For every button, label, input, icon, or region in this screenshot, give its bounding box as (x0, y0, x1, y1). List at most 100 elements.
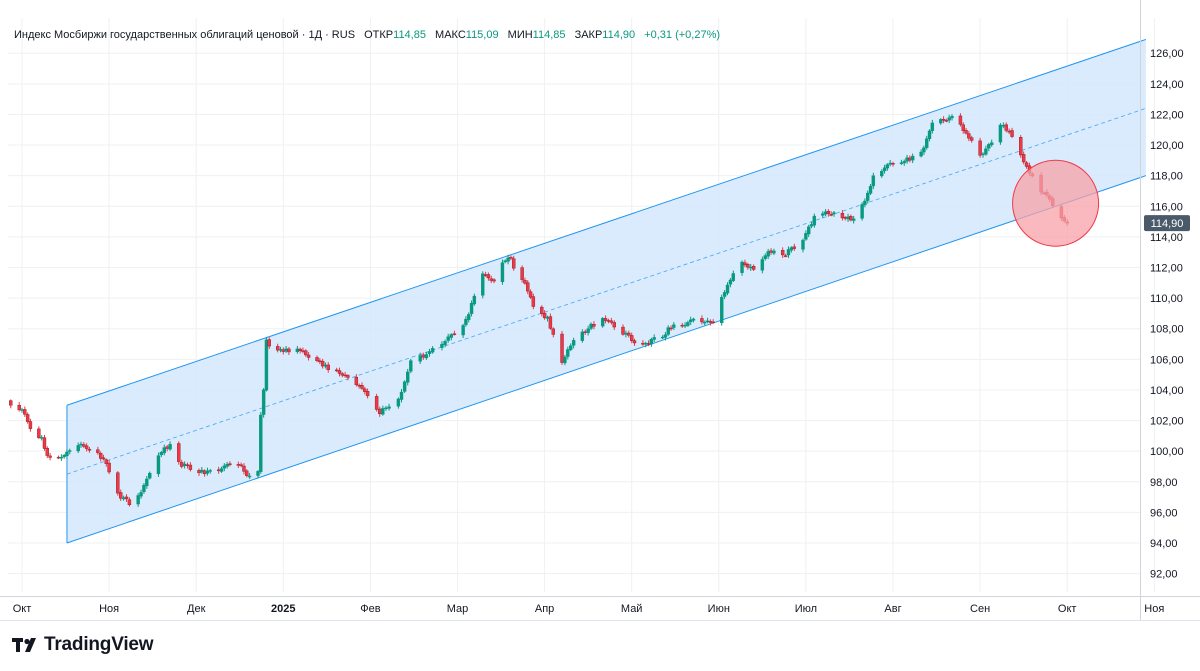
candle-body (483, 274, 488, 276)
candle-body (340, 373, 345, 376)
candle-body (809, 224, 814, 227)
candle-body (492, 279, 496, 282)
candle-body (304, 350, 308, 356)
candle-body (711, 321, 715, 324)
candle-body (545, 316, 550, 319)
candle-body (236, 464, 241, 466)
candle-body (278, 349, 283, 351)
y-tick-label: 102,00 (1150, 416, 1184, 428)
candle-body (630, 335, 634, 341)
tradingview-logo[interactable]: TradingView (12, 634, 154, 656)
candle-body (162, 447, 166, 454)
candle-body (384, 407, 388, 410)
candle-body (700, 318, 704, 323)
candle-body (804, 233, 808, 240)
x-tick-label: 2025 (271, 603, 295, 615)
candle-body (663, 334, 668, 338)
candle-body (766, 251, 770, 257)
candle-body (683, 324, 687, 327)
candle-body (264, 339, 269, 391)
candle-body (569, 345, 573, 351)
candle-body (548, 316, 553, 329)
low-label: МИН (507, 29, 533, 41)
candle-body (969, 137, 974, 141)
candle-body (275, 346, 280, 351)
candle-body (503, 260, 507, 263)
instrument-title: Индекс Мосбиржи государственных облигаци… (14, 29, 356, 41)
candle-body (944, 120, 949, 122)
close-value: 114,90 (602, 29, 636, 41)
candle-body (632, 340, 637, 344)
candle-body (464, 318, 468, 325)
candle-body (660, 336, 665, 339)
candle-body (523, 280, 527, 284)
candle-body (200, 469, 204, 473)
candle-body (589, 323, 593, 329)
candle-body (910, 155, 915, 161)
x-tick-label: Ноя (1144, 603, 1164, 615)
candle-body (792, 246, 796, 249)
candle-body (219, 468, 224, 472)
candle-body (812, 215, 817, 226)
candle-body (363, 388, 367, 392)
candle-body (396, 398, 401, 407)
candle-body (489, 278, 493, 281)
tradingview-logo-icon (12, 638, 36, 652)
candle-body (801, 239, 805, 250)
candle-body (374, 396, 379, 410)
candle-body (56, 456, 61, 459)
candle-body (606, 320, 611, 322)
candle-body (583, 331, 587, 333)
x-tick-label: Авг (884, 603, 901, 615)
candle-body (987, 144, 991, 149)
open-value: 114,85 (393, 29, 426, 41)
candle-body (829, 214, 833, 216)
candle-body (680, 324, 684, 327)
y-tick-label: 100,00 (1150, 446, 1184, 458)
candle-body (39, 437, 44, 439)
candle-body (449, 334, 453, 338)
candle-body (624, 332, 628, 335)
candle-body (284, 348, 288, 352)
candle-body (500, 262, 505, 283)
candle-body (705, 320, 710, 322)
candle-body (880, 170, 884, 177)
candle-body (769, 250, 773, 253)
candle-body (443, 341, 447, 346)
y-tick-label: 126,00 (1150, 48, 1184, 60)
candle-body (84, 445, 89, 449)
candle-body (20, 409, 24, 411)
candle-body (139, 492, 143, 497)
candle-body (1019, 137, 1023, 156)
candle-body (1004, 124, 1008, 131)
candle-body (609, 320, 614, 323)
candle-body (256, 471, 260, 476)
candle-body (560, 333, 564, 363)
candle-body (990, 142, 994, 146)
last-price-badge (1144, 215, 1190, 232)
candle-body (98, 453, 103, 459)
candle-body (540, 306, 544, 314)
candle-body (646, 343, 651, 345)
candle-body (87, 448, 92, 451)
candle-body (832, 212, 836, 215)
candle-body (247, 475, 252, 478)
candle-body (720, 296, 724, 324)
candle-body (409, 360, 413, 372)
candle-body (318, 360, 322, 363)
candle-body (357, 384, 361, 387)
candle-body (119, 492, 123, 499)
candle-body (760, 259, 765, 271)
candle-body (65, 451, 69, 456)
candle-body (346, 375, 350, 378)
candle-body (978, 140, 982, 156)
candle-body (430, 348, 435, 353)
candle-body (427, 351, 432, 354)
candle-body (728, 279, 733, 285)
candle-body (964, 130, 968, 134)
candle-body (641, 342, 645, 345)
candle-body (121, 497, 126, 500)
candle-body (905, 157, 909, 162)
candle-body (749, 266, 753, 269)
